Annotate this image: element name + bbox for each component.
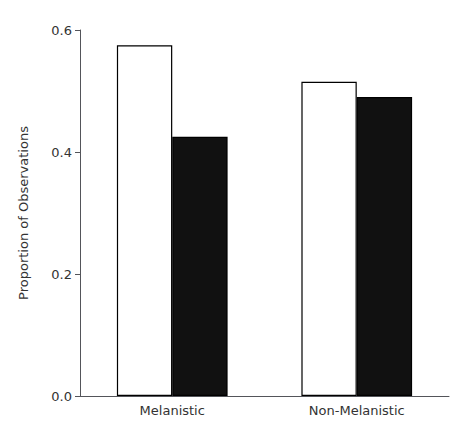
svg-text:Non-Melanistic: Non-Melanistic bbox=[309, 403, 405, 418]
svg-text:0.6: 0.6 bbox=[51, 23, 72, 38]
svg-text:0.4: 0.4 bbox=[51, 145, 72, 160]
svg-text:Proportion of Observations: Proportion of Observations bbox=[16, 126, 31, 300]
svg-text:Melanistic: Melanistic bbox=[140, 403, 205, 418]
svg-text:0.0: 0.0 bbox=[51, 389, 72, 404]
svg-text:0.2: 0.2 bbox=[51, 267, 72, 282]
